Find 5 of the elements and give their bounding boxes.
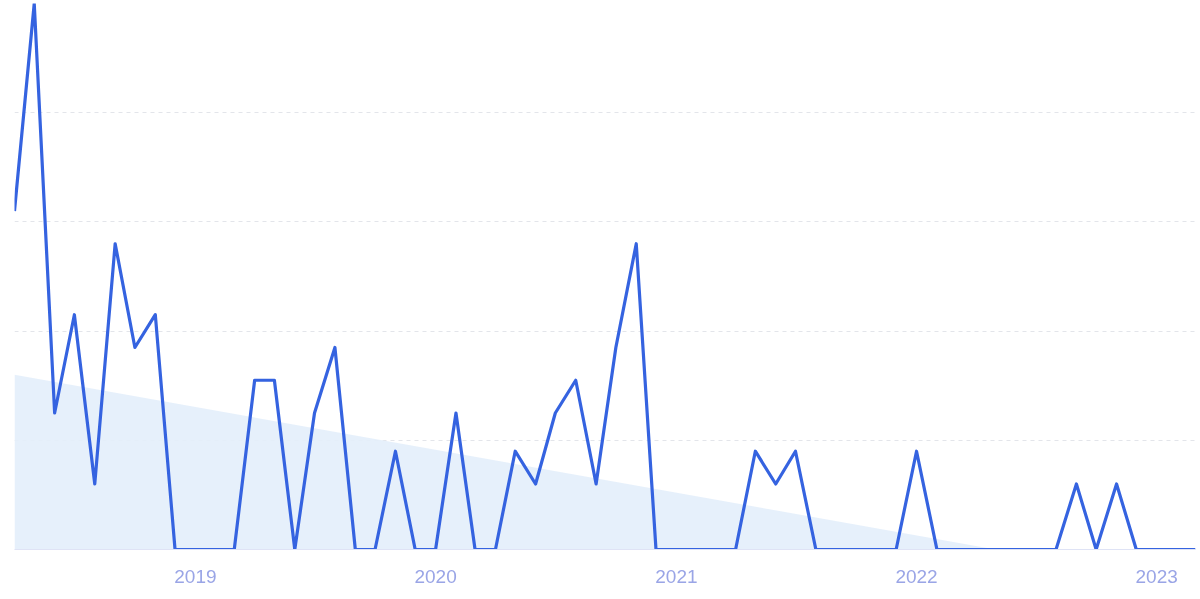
x-tick-label: 2021 <box>655 565 698 587</box>
x-tick-label: 2022 <box>895 565 938 587</box>
x-tick-label: 2019 <box>174 565 217 587</box>
x-tick-label: 2020 <box>414 565 457 587</box>
x-tick-label: 2023 <box>1135 565 1178 587</box>
